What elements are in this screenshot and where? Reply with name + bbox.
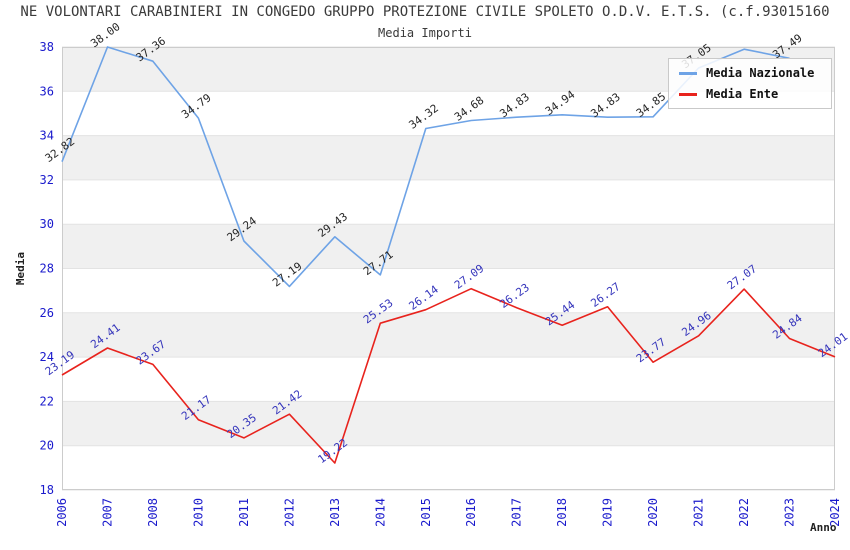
- chart-title: NE VOLONTARI CARABINIERI IN CONGEDO GRUP…: [20, 4, 830, 20]
- y-tick-label: 32: [40, 173, 54, 187]
- plot-band: [62, 312, 835, 358]
- x-tick-label: 2011: [237, 498, 251, 527]
- y-tick-label: 18: [40, 483, 54, 497]
- x-tick-label: 2016: [464, 498, 478, 527]
- x-tick-label: 2006: [55, 498, 69, 527]
- x-tick-label: 2023: [783, 498, 797, 527]
- data-label: 34.83: [588, 90, 622, 120]
- legend-item-media-nazionale: Media Nazionale: [679, 66, 821, 80]
- x-tick-label: 2019: [601, 498, 615, 527]
- x-tick-label: 2018: [555, 498, 569, 527]
- y-tick-label: 22: [40, 394, 54, 408]
- legend-label-media-ente: Media Ente: [706, 87, 779, 101]
- x-tick-label: 2008: [146, 498, 160, 527]
- legend-label-media-nazionale: Media Nazionale: [706, 66, 815, 80]
- x-tick-label: 2012: [282, 498, 296, 527]
- y-tick-label: 26: [40, 306, 54, 320]
- y-tick-label: 24: [40, 350, 54, 364]
- x-tick-label: 2022: [737, 498, 751, 527]
- data-label: 38.00: [88, 20, 122, 50]
- plot-band: [62, 135, 835, 180]
- media-ente-line-swatch: [679, 92, 697, 96]
- legend: Media Nazionale Media Ente: [668, 58, 832, 109]
- x-tick-label: 2024: [828, 498, 842, 527]
- y-tick-label: 36: [40, 84, 54, 98]
- x-axis-label: Anno: [810, 521, 837, 534]
- x-tick-label: 2017: [510, 498, 524, 527]
- x-tick-label: 2014: [373, 498, 387, 527]
- x-tick-label: 2020: [646, 498, 660, 527]
- x-tick-label: 2021: [692, 498, 706, 527]
- x-tick-label: 2010: [191, 498, 205, 527]
- data-label: 26.14: [406, 283, 441, 313]
- y-tick-label: 28: [40, 262, 54, 276]
- y-tick-label: 34: [40, 129, 54, 143]
- data-label: 34.94: [543, 88, 578, 118]
- data-label: 26.27: [588, 280, 622, 310]
- y-axis-label: Media: [14, 252, 27, 285]
- y-tick-label: 38: [40, 40, 54, 54]
- chart-subtitle: Media Importi: [378, 26, 472, 40]
- plot-border: [62, 47, 835, 490]
- y-tick-label: 30: [40, 217, 54, 231]
- x-tick-label: 2013: [328, 498, 342, 527]
- plot-band: [62, 401, 835, 446]
- media-ente-line: [61, 287, 836, 464]
- x-tick-label: 2015: [419, 498, 433, 527]
- media-nazionale-line-swatch: [679, 71, 697, 75]
- x-tick-label: 2007: [100, 498, 114, 527]
- legend-item-media-ente: Media Ente: [679, 87, 821, 101]
- y-tick-label: 20: [40, 439, 54, 453]
- plot-band: [62, 224, 835, 269]
